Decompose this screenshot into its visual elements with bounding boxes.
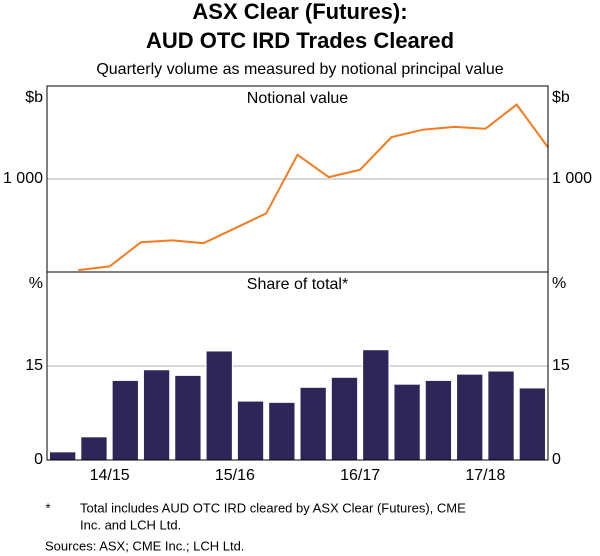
panel-title: Notional value bbox=[247, 90, 349, 107]
y2-unit: % bbox=[552, 275, 566, 292]
x-tick-label: 14/15 bbox=[90, 467, 130, 484]
bar bbox=[174, 374, 202, 461]
bar bbox=[299, 386, 327, 461]
bar bbox=[456, 373, 484, 461]
bar bbox=[393, 383, 421, 461]
footnote-marker: * bbox=[45, 500, 50, 515]
bar bbox=[236, 400, 265, 461]
sources: Sources: ASX; CME Inc.; LCH Ltd. bbox=[45, 538, 244, 553]
bar bbox=[80, 436, 108, 461]
bar bbox=[49, 451, 77, 461]
bar bbox=[111, 379, 139, 461]
bar bbox=[487, 370, 515, 461]
bar bbox=[330, 376, 359, 461]
x-tick-label: 17/18 bbox=[465, 467, 505, 484]
line bbox=[78, 103, 549, 272]
y2-tick-label: 1 000 bbox=[552, 170, 592, 187]
y-unit: $b bbox=[25, 89, 43, 106]
chart-title: ASX Clear (Futures): bbox=[192, 0, 407, 24]
footnote: Total includes AUD OTC IRD cleared by AS… bbox=[80, 500, 466, 515]
x-tick-label: 16/17 bbox=[340, 467, 380, 484]
y2-unit: $b bbox=[552, 89, 570, 106]
bar bbox=[362, 349, 390, 461]
x-tick-label: 15/16 bbox=[215, 467, 255, 484]
bar bbox=[518, 387, 546, 461]
panel-title: Share of total* bbox=[247, 276, 348, 293]
y2-tick-label: 15 bbox=[552, 357, 570, 374]
y-unit: % bbox=[29, 275, 43, 292]
chart-title: AUD OTC IRD Trades Cleared bbox=[146, 28, 454, 53]
y2-tick-label: 0 bbox=[552, 451, 561, 468]
bar bbox=[205, 350, 233, 461]
chart-subtitle: Quarterly volume as measured by notional… bbox=[96, 61, 503, 78]
y-tick-label: 1 000 bbox=[3, 170, 43, 187]
bar bbox=[424, 379, 453, 461]
bar bbox=[268, 401, 296, 461]
y-tick-label: 0 bbox=[34, 451, 43, 468]
bar bbox=[142, 369, 171, 461]
plot-frame bbox=[46, 85, 549, 461]
y-tick-label: 15 bbox=[25, 357, 43, 374]
footnote: Inc. and LCH Ltd. bbox=[80, 517, 181, 532]
